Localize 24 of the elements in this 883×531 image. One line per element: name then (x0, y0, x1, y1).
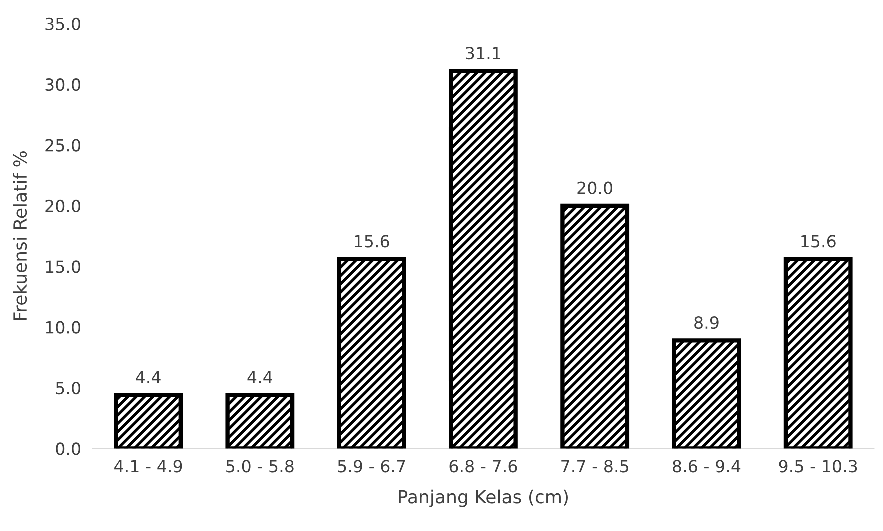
y-tick-label: 5.0 (56, 382, 80, 395)
y-tick-label: 20.0 (46, 200, 80, 213)
data-label: 15.6 (802, 235, 836, 248)
x-axis-title: Panjang Kelas (cm) (399, 490, 568, 508)
x-tick-label: 5.9 - 6.7 (338, 460, 406, 473)
y-tick-label: 35.0 (46, 18, 80, 30)
x-tick-label: 7.7 - 8.5 (562, 460, 628, 473)
data-label: 4.4 (248, 371, 272, 384)
data-label: 31.1 (466, 47, 500, 60)
data-label: 15.6 (355, 235, 390, 248)
y-tick-label: 25.0 (46, 139, 80, 152)
x-tick-label: 6.8 - 7.6 (450, 460, 518, 473)
y-tick-label: 10.0 (46, 321, 80, 334)
data-label: 8.9 (694, 316, 719, 330)
y-tick-label: 30.0 (46, 78, 80, 92)
y-tick-label: 0.0 (56, 442, 80, 456)
y-tick-label: 15.0 (46, 260, 80, 274)
data-label: 4.4 (136, 371, 161, 384)
y-axis-title: Frekuensi Relatif % (13, 152, 28, 320)
x-tick-label: 4.1 - 4.9 (114, 460, 182, 473)
x-tick-label: 9.5 - 10.3 (779, 460, 858, 473)
x-tick-label: 8.6 - 9.4 (673, 460, 741, 473)
x-tick-label: 5.0 - 5.8 (226, 460, 294, 473)
data-label: 20.0 (578, 182, 613, 194)
